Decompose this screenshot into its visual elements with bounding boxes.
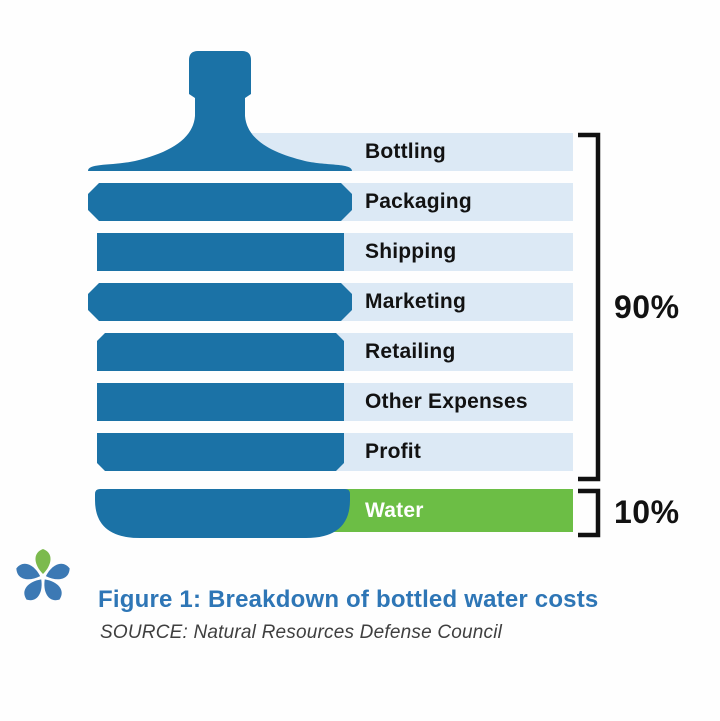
cost-label-shipping: Shipping (365, 240, 457, 263)
cost-band-marketing: Marketing (250, 283, 573, 321)
group-share-10-label: 10% (614, 494, 680, 530)
cost-label-profit: Profit (365, 440, 422, 463)
cost-label-retailing: Retailing (365, 340, 456, 363)
flower-logo-icon (16, 549, 70, 601)
cost-band-bottling: Bottling (250, 133, 573, 171)
cost-label-marketing: Marketing (365, 290, 466, 313)
cost-label-other-expenses: Other Expenses (365, 390, 528, 413)
bracket-10-percent (578, 488, 601, 538)
cost-band-packaging: Packaging (250, 183, 573, 221)
figure-caption: Figure 1: Breakdown of bottled water cos… (98, 586, 599, 613)
cost-band-other-expenses: Other Expenses (250, 383, 573, 421)
cost-band-shipping: Shipping (250, 233, 573, 271)
cost-label-bottling: Bottling (365, 140, 446, 163)
figure-source: SOURCE: Natural Resources Defense Counci… (100, 622, 503, 643)
cost-label-water: Water (365, 499, 424, 522)
cost-band-retailing: Retailing (250, 333, 573, 371)
cost-band-profit: Profit (250, 433, 573, 471)
bracket-90-percent (578, 132, 601, 482)
cost-label-packaging: Packaging (365, 190, 472, 213)
group-share-90-label: 90% (614, 289, 680, 325)
cost-band-water: Water (250, 489, 573, 532)
